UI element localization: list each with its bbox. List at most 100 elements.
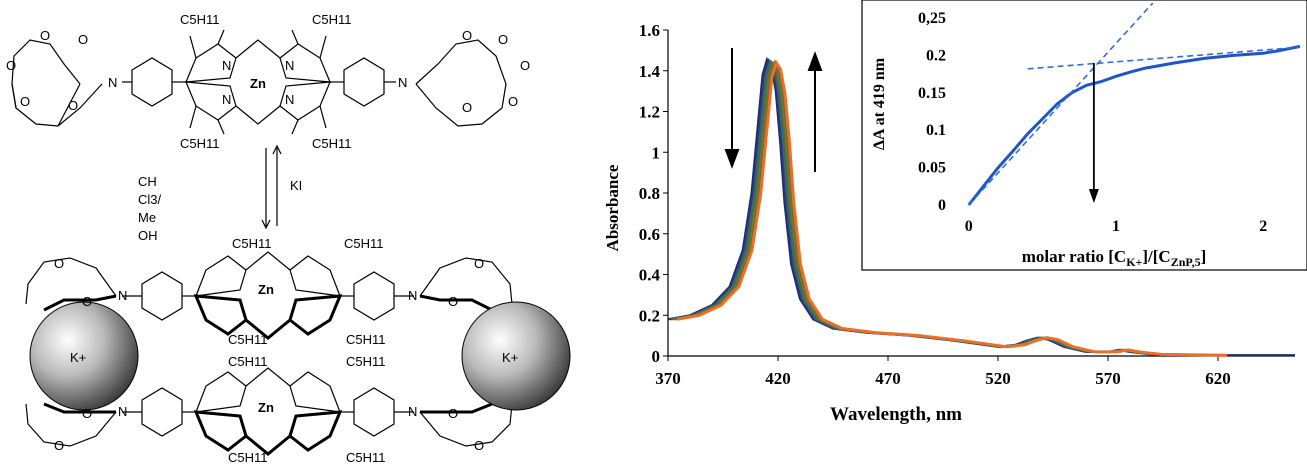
pentyl-label: C5H11 <box>346 354 386 369</box>
equilibrium-arrows <box>261 144 282 230</box>
atom-o: O <box>54 438 64 453</box>
reagent-labels: CH Cl3/ Me OH KI <box>138 174 302 243</box>
inset-series-group <box>967 2 1301 206</box>
inset-y-tick-label: 0.2 <box>926 47 946 64</box>
titration-arrows <box>724 48 823 172</box>
inset-y-tick-label: 0,25 <box>918 10 946 27</box>
atom-o: O <box>508 94 518 109</box>
sandwich-complex <box>25 251 513 456</box>
inset-y-tick-label: 0 <box>938 197 946 214</box>
solvent-line-1: CH <box>138 174 157 189</box>
inset-x-tick-label: 1 <box>1112 218 1120 235</box>
potassium-sphere-right <box>461 301 571 411</box>
spectrum-line <box>676 58 1228 357</box>
metal-zn: Zn <box>250 76 266 91</box>
atom-n: N <box>285 92 294 107</box>
pentyl-label: C5H11 <box>346 450 386 464</box>
metal-zn: Zn <box>258 282 274 297</box>
atom-o: O <box>40 28 50 43</box>
inset-plot-area: 0 0.05 0.1 0.15 0.2 0,25 0 1 2 <box>918 10 1267 235</box>
inset-y-tick-label: 0.1 <box>926 122 946 139</box>
x-tick-label: 370 <box>655 369 681 388</box>
y-axis-label: Absorbance <box>603 164 622 251</box>
pentyl-label: C5H11 <box>180 12 220 27</box>
reaction-scheme: N N N N N N Zn C5H11 C5H11 C5H11 C5H11 O… <box>6 12 571 464</box>
atom-n: N <box>222 92 231 107</box>
pentyl-label: C5H11 <box>180 136 220 151</box>
x-tick-label: 420 <box>765 369 791 388</box>
x-tick-label: 520 <box>985 369 1011 388</box>
atom-n: N <box>118 288 127 303</box>
atom-n: N <box>408 288 417 303</box>
solvent-line-3: Me <box>138 210 156 225</box>
atom-n: N <box>398 75 407 90</box>
phenyl-right <box>330 57 396 107</box>
reagent-ki: KI <box>290 178 302 193</box>
pentyl-label: C5H11 <box>228 332 268 347</box>
crown-ether-left <box>11 39 103 127</box>
atom-o: O <box>474 438 484 453</box>
y-tick-label: 0.6 <box>639 225 660 244</box>
solvent-line-4: OH <box>138 228 158 243</box>
atom-o: O <box>520 58 530 73</box>
inset-x-tick-label: 0 <box>965 218 973 235</box>
pentyl-label: C5H11 <box>232 236 272 251</box>
y-tick-label: 1 <box>652 143 661 162</box>
inset-frame <box>861 0 1307 271</box>
y-tick-label: 0.4 <box>639 266 661 285</box>
atom-o: O <box>462 28 472 43</box>
pentyl-label: C5H11 <box>228 450 268 464</box>
atom-n: N <box>408 404 417 419</box>
solvent-line-2: Cl3/ <box>138 192 162 207</box>
atom-o: O <box>474 256 484 271</box>
equivalence-arrowhead <box>1088 189 1099 203</box>
potassium-sphere-left <box>29 301 139 411</box>
pentyl-label: C5H11 <box>344 236 384 251</box>
pentyl-label: C5H11 <box>312 12 352 27</box>
inset-y-tick-label: 0.05 <box>918 160 946 177</box>
x-tick-label: 620 <box>1205 369 1231 388</box>
atom-o: O <box>82 294 92 309</box>
atom-n: N <box>118 404 127 419</box>
main-series-group <box>667 56 1295 357</box>
inset-y-tick-label: 0.15 <box>918 85 946 102</box>
free-porphyrin-structure <box>11 29 507 135</box>
atom-o: O <box>78 32 88 47</box>
cation-label: K+ <box>502 350 518 365</box>
y-tick-label: 1.2 <box>639 103 660 122</box>
atom-o: O <box>68 98 78 113</box>
y-tick-label: 1.6 <box>639 21 660 40</box>
atom-o: O <box>54 256 64 271</box>
atom-o: O <box>82 406 92 421</box>
atom-o: O <box>6 58 16 73</box>
pentyl-label: C5H11 <box>346 332 386 347</box>
y-tick-label: 1.4 <box>639 62 661 81</box>
atom-o: O <box>462 100 472 115</box>
atom-o: O <box>498 32 508 47</box>
crown-ether-right <box>415 39 507 127</box>
atom-o: O <box>20 94 30 109</box>
free-porphyrin-labels: N N N N N N Zn C5H11 C5H11 C5H11 C5H11 O… <box>6 12 530 151</box>
x-tick-label: 570 <box>1095 369 1121 388</box>
x-axis-label: Wavelength, nm <box>830 404 962 425</box>
atom-n: N <box>222 58 231 73</box>
atom-o: O <box>448 406 458 421</box>
y-tick-label: 0 <box>652 347 661 366</box>
pentyl-label: C5H11 <box>312 136 352 151</box>
porphyrin-core-top <box>185 29 331 135</box>
atom-n: N <box>108 75 117 90</box>
phenyl-left <box>122 57 186 107</box>
atom-n: N <box>285 58 294 73</box>
plateau-tangent <box>1027 46 1301 70</box>
cation-label: K+ <box>70 350 86 365</box>
pentyl-label: C5H11 <box>228 354 268 369</box>
absorbance-chart: 0 0.2 0.4 0.6 0.8 1 1.2 1.4 1.6 370 420 470 520 570 62… <box>603 0 1307 425</box>
inset-panel: 0 0.05 0.1 0.15 0.2 0,25 0 1 2 ΔA at 419 nm mola… <box>861 0 1307 271</box>
x-tick-label: 470 <box>875 369 901 388</box>
inset-y-axis-label: ΔA at 419 nm <box>871 57 888 150</box>
titration-curve <box>967 44 1301 206</box>
atom-o: O <box>448 294 458 309</box>
sandwich-labels: K+ K+ Zn Zn C5H11 C5H11 C5H11 C5H11 C5H1… <box>54 236 518 464</box>
y-tick-label: 0.8 <box>639 184 660 203</box>
initial-slope-tangent <box>968 2 1154 206</box>
